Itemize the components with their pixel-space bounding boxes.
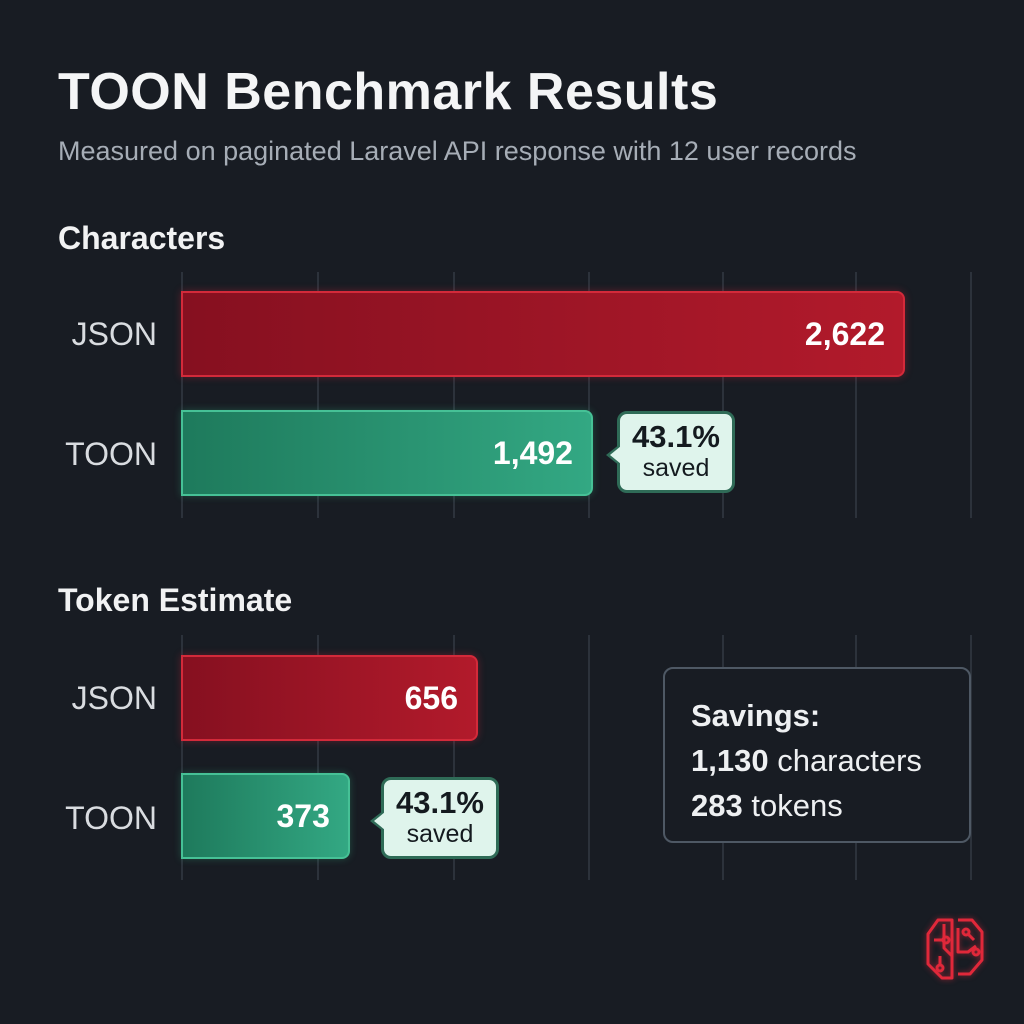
gridline [453, 635, 455, 880]
category-label-toon: TOON [65, 436, 157, 472]
summary-heading: Savings: [691, 698, 821, 733]
callout-percent: 43.1% [396, 785, 484, 820]
callout-label: saved [642, 454, 710, 482]
bar-value-label: 1,492 [492, 434, 573, 471]
savings-callout-characters: 43.1% saved [606, 411, 735, 493]
page-title: TOON Benchmark Results [58, 63, 719, 121]
callout-percent: 43.1% [632, 419, 720, 454]
summary-tokens-unit: tokens [751, 788, 843, 823]
bar-value-label: 2,622 [804, 315, 885, 352]
callout-label: saved [406, 820, 474, 848]
category-label-json: JSON [71, 316, 157, 352]
summary-chars-value: 1,130 [691, 743, 769, 778]
gridline [317, 272, 319, 518]
gridline [181, 272, 183, 518]
chart-tokens-title: Token Estimate [58, 582, 293, 618]
bar-value-label: 656 [404, 679, 458, 716]
summary-tokens-value: 283 [691, 788, 743, 823]
chart-characters-title: Characters [58, 220, 226, 256]
summary-chars-unit: characters [777, 743, 922, 778]
bar-value-label: 373 [276, 797, 330, 834]
page-subtitle: Measured on paginated Laravel API respon… [58, 136, 857, 166]
savings-summary-box: Savings: 1,130 characters 283 tokens [663, 667, 971, 843]
gridline [317, 635, 319, 880]
bar-characters-toon: 1,492 [181, 410, 593, 496]
gridline [588, 635, 590, 880]
gridline [970, 635, 972, 880]
gridline [970, 272, 972, 518]
bar-tokens-toon: 373 [181, 773, 350, 859]
bar-tokens-json: 656 [181, 655, 478, 741]
gridline [855, 272, 857, 518]
savings-callout-tokens: 43.1% saved [370, 777, 499, 859]
category-label-json: JSON [71, 680, 157, 716]
gridline [453, 272, 455, 518]
bar-characters-json: 2,622 [181, 291, 905, 377]
brain-circuit-icon [918, 912, 990, 989]
gridline [722, 272, 724, 518]
gridline [181, 635, 183, 880]
category-label-toon: TOON [65, 800, 157, 836]
gridline [588, 272, 590, 518]
